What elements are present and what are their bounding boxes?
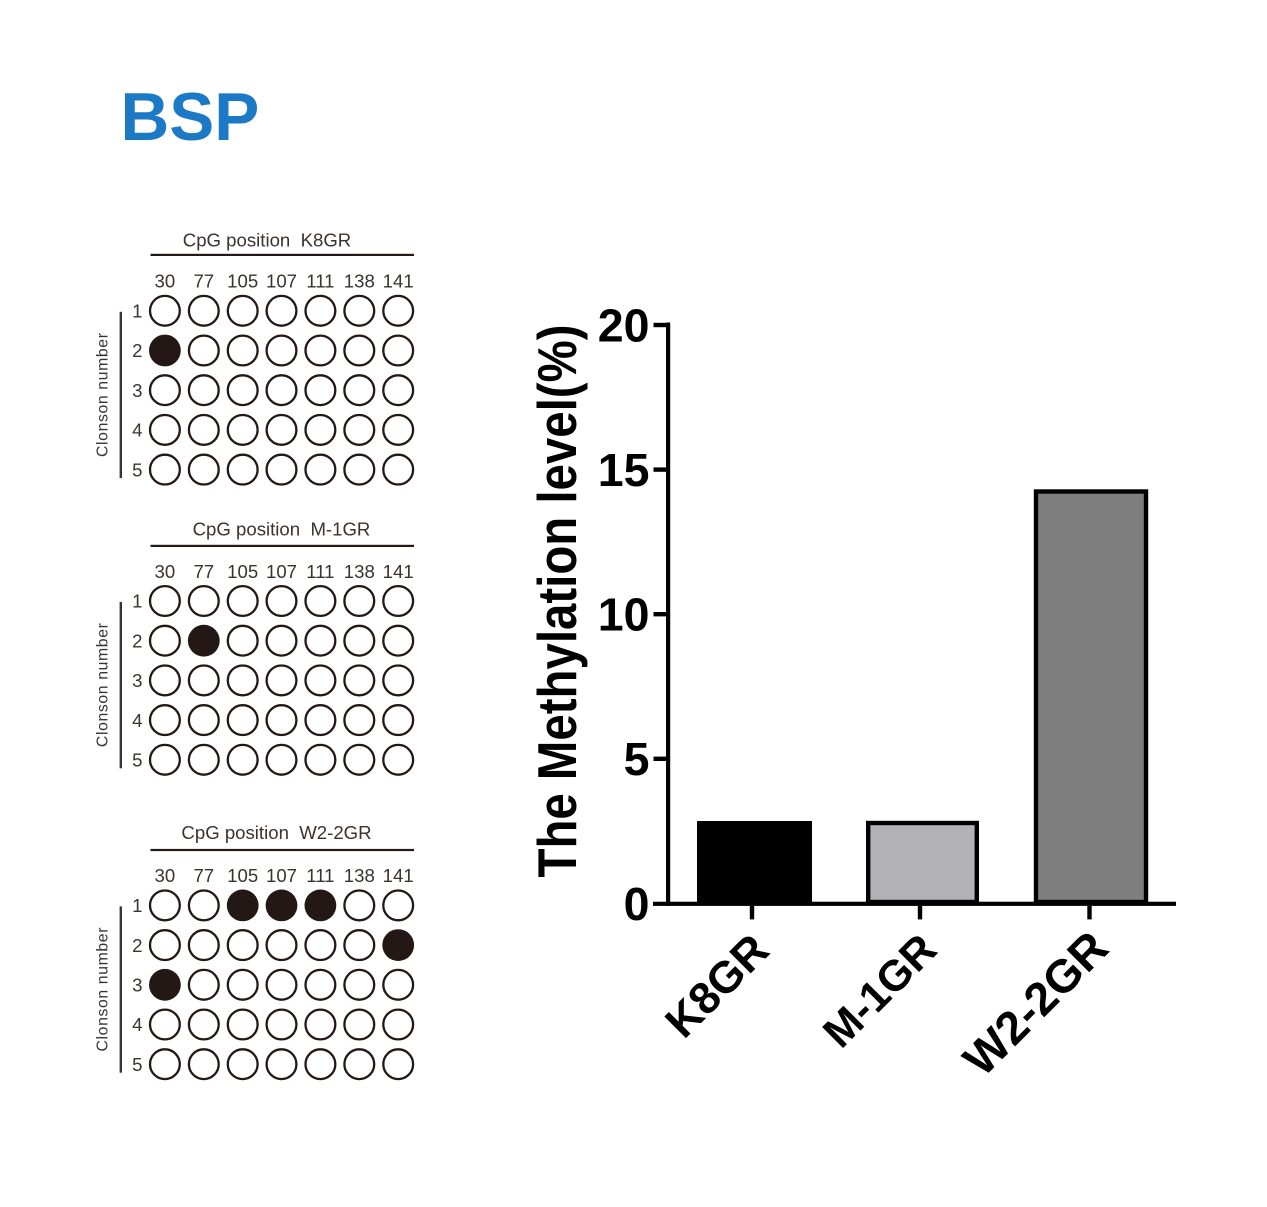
svg-text:77: 77: [193, 271, 214, 292]
svg-text:CpG position K8GR: CpG position K8GR: [183, 229, 351, 250]
svg-text:1: 1: [132, 895, 142, 916]
svg-text:141: 141: [383, 865, 414, 886]
svg-text:Clonson number: Clonson number: [95, 623, 112, 747]
svg-text:20: 20: [598, 299, 650, 351]
svg-text:105: 105: [227, 561, 258, 582]
svg-text:CpG position W2-2GR: CpG position W2-2GR: [181, 822, 371, 843]
svg-text:107: 107: [266, 865, 297, 886]
svg-text:W2-2GR: W2-2GR: [953, 921, 1118, 1086]
svg-text:111: 111: [306, 271, 334, 292]
svg-text:105: 105: [227, 271, 258, 292]
svg-text:5: 5: [132, 1054, 142, 1075]
svg-text:3: 3: [132, 380, 142, 401]
svg-text:4: 4: [132, 420, 142, 441]
svg-text:1: 1: [132, 591, 142, 612]
svg-text:5: 5: [624, 733, 650, 785]
svg-text:2: 2: [132, 630, 142, 651]
svg-text:BSP: BSP: [121, 80, 260, 155]
svg-text:111: 111: [306, 865, 334, 886]
svg-text:3: 3: [132, 975, 142, 996]
svg-text:111: 111: [306, 561, 334, 582]
svg-text:138: 138: [344, 865, 375, 886]
svg-text:141: 141: [383, 561, 414, 582]
svg-text:77: 77: [193, 865, 214, 886]
svg-text:5: 5: [132, 459, 142, 480]
svg-text:30: 30: [155, 271, 176, 292]
svg-text:4: 4: [132, 1014, 142, 1035]
svg-text:107: 107: [266, 561, 297, 582]
svg-text:The Methylation level(%): The Methylation level(%): [526, 325, 588, 878]
svg-text:138: 138: [344, 561, 375, 582]
svg-text:0: 0: [624, 878, 650, 930]
svg-text:5: 5: [132, 750, 142, 771]
svg-text:CpG position M-1GR: CpG position M-1GR: [193, 518, 371, 539]
svg-text:1: 1: [132, 301, 142, 322]
svg-text:Clonson number: Clonson number: [95, 928, 112, 1052]
svg-text:4: 4: [132, 710, 142, 731]
svg-text:K8GR: K8GR: [656, 925, 778, 1047]
svg-text:3: 3: [132, 670, 142, 691]
svg-text:30: 30: [155, 561, 176, 582]
svg-text:2: 2: [132, 340, 142, 361]
svg-text:10: 10: [598, 589, 650, 641]
svg-text:141: 141: [383, 271, 414, 292]
svg-text:105: 105: [227, 865, 258, 886]
svg-text:138: 138: [344, 271, 375, 292]
svg-text:2: 2: [132, 935, 142, 956]
svg-text:15: 15: [598, 444, 650, 496]
svg-text:30: 30: [155, 865, 176, 886]
svg-text:M-1GR: M-1GR: [814, 925, 946, 1057]
svg-text:77: 77: [193, 561, 214, 582]
svg-text:Clonson number: Clonson number: [95, 333, 112, 457]
svg-text:107: 107: [266, 271, 297, 292]
